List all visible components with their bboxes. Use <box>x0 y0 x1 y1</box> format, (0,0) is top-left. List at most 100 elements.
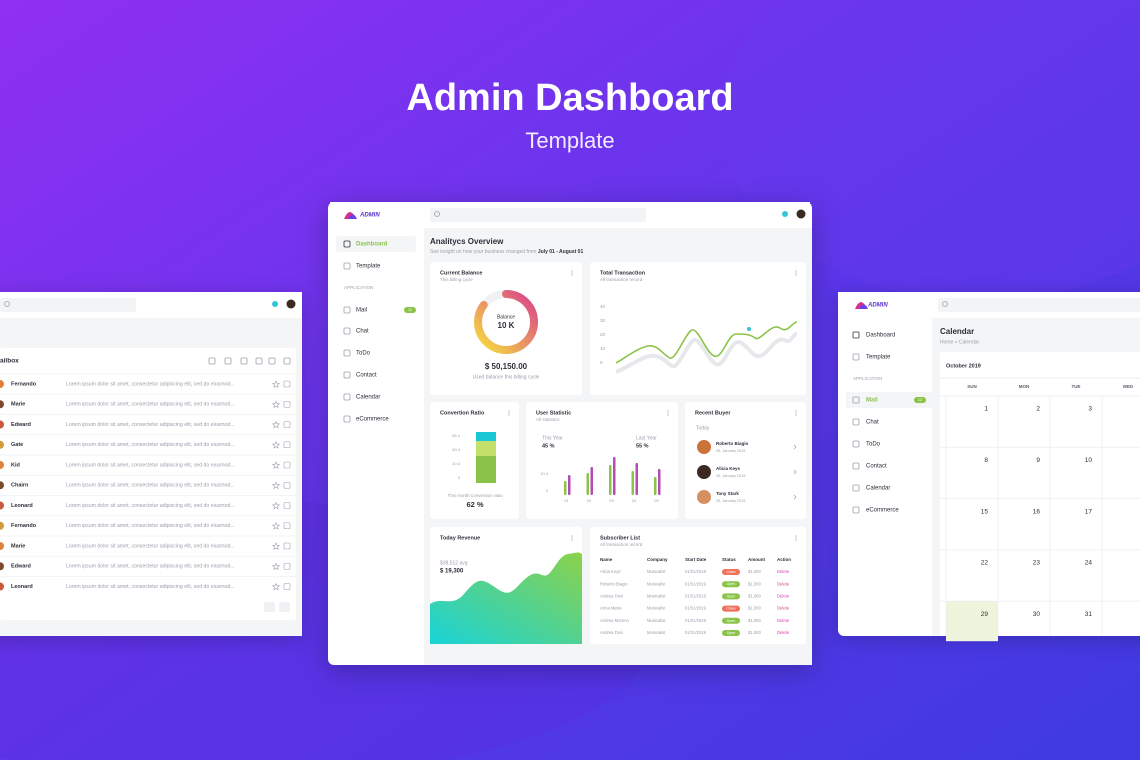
nav-item[interactable]: ToDo <box>866 442 881 448</box>
checkbox <box>283 542 291 550</box>
nav-item[interactable]: Contact <box>356 373 377 379</box>
chevron[interactable] <box>793 494 797 500</box>
star-icon[interactable] <box>271 562 281 571</box>
mail-preview[interactable]: Lorem ipsum dolor sit amet, consectetur … <box>66 523 235 529</box>
cell: $1,000 <box>748 606 761 611</box>
nav-item[interactable]: Calendar <box>356 395 380 401</box>
calendar-day[interactable]: 22 <box>981 560 989 567</box>
star-icon[interactable] <box>271 501 281 510</box>
mail-sender[interactable]: Chairn <box>11 483 29 489</box>
delete-action[interactable]: Delete <box>777 606 790 611</box>
nav-item[interactable]: Chat <box>356 329 369 335</box>
star-icon[interactable] <box>271 461 281 469</box>
mail-sender[interactable]: Leonard <box>11 503 33 509</box>
nav-item[interactable]: Mail <box>866 398 878 404</box>
menu-dot <box>795 539 797 541</box>
mail-preview[interactable]: Lorem ipsum dolor sit amet, consectetur … <box>66 483 235 489</box>
x-label: 04 <box>632 498 637 503</box>
delete-action[interactable]: Delete <box>777 630 790 635</box>
mail-sender[interactable]: Marie <box>11 543 25 549</box>
menu-dot <box>571 539 573 541</box>
nav-item[interactable]: eCommerce <box>356 417 389 423</box>
search-icon <box>434 211 440 217</box>
nav-item[interactable]: Calendar <box>866 486 890 492</box>
menu-dot <box>795 414 797 416</box>
calendar-day[interactable]: 10 <box>1085 457 1093 464</box>
mail-sender[interactable]: Kid <box>11 462 20 468</box>
mail-preview[interactable]: Lorem ipsum dolor sit amet, consectetur … <box>66 503 235 509</box>
mail-preview[interactable]: Lorem ipsum dolor sit amet, consectetur … <box>66 422 235 428</box>
calendar-day[interactable]: 17 <box>1085 508 1093 515</box>
nav-item[interactable]: Contact <box>866 464 887 470</box>
nav-item[interactable]: Dashboard <box>866 333 895 339</box>
buyer-name: Alicia Keys <box>716 466 741 471</box>
calendar-day[interactable]: 23 <box>1033 560 1041 567</box>
card <box>430 262 582 395</box>
mail-preview[interactable]: Lorem ipsum dolor sit amet, consectetur … <box>66 564 235 570</box>
calendar-day[interactable]: 1 <box>984 406 988 413</box>
nav-icon <box>343 327 351 335</box>
star-icon[interactable] <box>271 582 281 591</box>
mail-preview[interactable]: Lorem ipsum dolor sit amet, consectetur … <box>66 402 235 408</box>
star-icon[interactable] <box>271 400 281 409</box>
status: Open <box>727 594 736 598</box>
star-icon[interactable] <box>271 522 281 530</box>
mail-sender[interactable]: Gate <box>11 442 23 448</box>
mail-sender[interactable]: Edward <box>11 422 31 428</box>
nav-item[interactable]: Dashboard <box>356 242 388 248</box>
nav-item[interactable]: Chat <box>866 420 879 426</box>
chevron[interactable] <box>793 469 797 475</box>
nav-item[interactable]: Template <box>866 355 891 361</box>
menu-dot <box>795 270 797 272</box>
avatar <box>0 420 4 429</box>
delete-action[interactable]: Delete <box>777 581 790 586</box>
mail-preview[interactable]: Lorem ipsum dolor sit amet, consectetur … <box>66 381 235 387</box>
calendar-day[interactable]: 24 <box>1085 560 1093 567</box>
calendar-day[interactable]: 8 <box>984 457 988 464</box>
mail-sender[interactable]: Fernando <box>11 523 37 529</box>
star-icon[interactable] <box>271 441 281 449</box>
nav-item[interactable]: Template <box>356 264 381 270</box>
weekday: SUN <box>967 384 977 389</box>
mail-preview[interactable]: Lorem ipsum dolor sit amet, consectetur … <box>66 543 235 549</box>
mail-sender[interactable]: Leonard <box>11 584 33 590</box>
calendar-day[interactable]: 31 <box>1085 611 1093 618</box>
card-subtitle: All transaction record <box>600 542 643 547</box>
cell: Musicalist <box>647 594 666 599</box>
stat-label: Last Year <box>636 435 657 441</box>
balance-amount: $ 50,150.00 <box>485 362 528 371</box>
delete-action[interactable]: Delete <box>777 618 790 623</box>
status-pill <box>722 617 740 624</box>
calendar-day[interactable]: 3 <box>1088 406 1092 413</box>
mail-preview[interactable]: Lorem ipsum dolor sit amet, consectetur … <box>66 442 235 448</box>
delete-action[interactable]: Delete <box>777 594 790 599</box>
star-icon[interactable] <box>271 420 281 429</box>
checkbox <box>283 562 291 570</box>
delete-action[interactable]: Delete <box>777 569 790 574</box>
card-subtitle: All transaction record <box>600 277 643 282</box>
calendar-day[interactable]: 16 <box>1033 508 1041 515</box>
nav-item[interactable]: eCommerce <box>866 508 899 514</box>
star-icon[interactable] <box>271 481 281 490</box>
calendar-day[interactable]: 30 <box>1033 611 1041 618</box>
mail-preview[interactable]: Lorem ipsum dolor sit amet, consectetur … <box>66 584 235 590</box>
mail-sender[interactable]: Fernando <box>11 381 37 387</box>
calendar-day[interactable]: 29 <box>981 611 989 618</box>
star-icon[interactable] <box>271 542 281 550</box>
toolbar-icon <box>224 357 232 365</box>
tick-label: 30 <box>600 318 606 323</box>
mail-sender[interactable]: Marie <box>11 402 25 408</box>
calendar-day[interactable]: 2 <box>1036 406 1040 413</box>
nav-icon <box>852 440 860 448</box>
avatar <box>796 209 806 219</box>
checkbox <box>283 583 291 590</box>
mail-sender[interactable]: Edward <box>11 564 31 570</box>
calendar-day[interactable]: 9 <box>1036 457 1040 464</box>
nav-item[interactable]: ToDo <box>356 351 371 357</box>
star-icon[interactable] <box>271 380 281 388</box>
nav-item[interactable]: Mail <box>356 308 367 314</box>
calendar-day[interactable]: 15 <box>981 508 989 515</box>
chevron[interactable] <box>793 444 797 450</box>
mail-preview[interactable]: Lorem ipsum dolor sit amet, consectetur … <box>66 462 235 468</box>
